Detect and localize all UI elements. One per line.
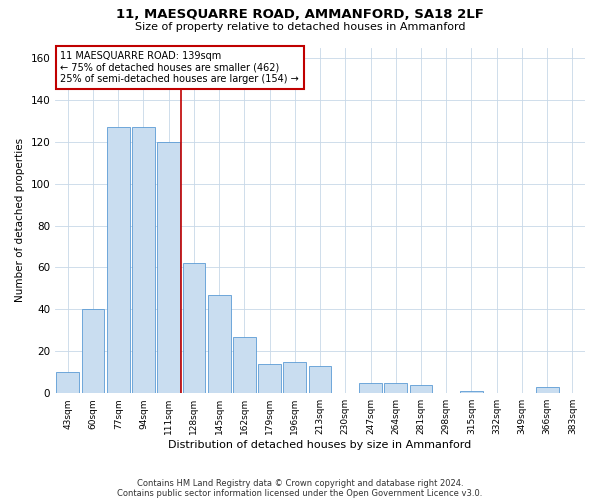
Bar (107, 127, 130, 393)
Text: 11, MAESQUARRE ROAD, AMMANFORD, SA18 2LF: 11, MAESQUARRE ROAD, AMMANFORD, SA18 2LF (116, 8, 484, 20)
Bar (56, 372, 79, 393)
Bar (359, 382, 382, 393)
Bar (233, 336, 256, 393)
Bar (536, 387, 559, 393)
Text: Size of property relative to detached houses in Ammanford: Size of property relative to detached ho… (135, 22, 465, 32)
Text: Contains HM Land Registry data © Crown copyright and database right 2024.: Contains HM Land Registry data © Crown c… (137, 478, 463, 488)
Bar (82, 310, 104, 393)
Bar (385, 382, 407, 393)
Bar (182, 264, 205, 393)
Text: 11 MAESQUARRE ROAD: 139sqm
← 75% of detached houses are smaller (462)
25% of sem: 11 MAESQUARRE ROAD: 139sqm ← 75% of deta… (61, 51, 299, 84)
Bar (157, 142, 180, 393)
Bar (283, 362, 306, 393)
Bar (410, 385, 433, 393)
Bar (208, 294, 230, 393)
Y-axis label: Number of detached properties: Number of detached properties (15, 138, 25, 302)
X-axis label: Distribution of detached houses by size in Ammanford: Distribution of detached houses by size … (169, 440, 472, 450)
Text: Contains public sector information licensed under the Open Government Licence v3: Contains public sector information licen… (118, 488, 482, 498)
Bar (258, 364, 281, 393)
Bar (309, 366, 331, 393)
Bar (460, 391, 483, 393)
Bar (132, 127, 155, 393)
